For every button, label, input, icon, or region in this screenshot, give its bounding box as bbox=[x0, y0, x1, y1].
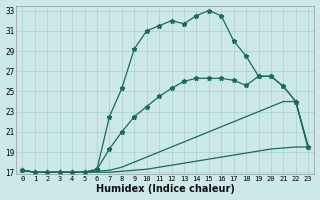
X-axis label: Humidex (Indice chaleur): Humidex (Indice chaleur) bbox=[96, 184, 235, 194]
